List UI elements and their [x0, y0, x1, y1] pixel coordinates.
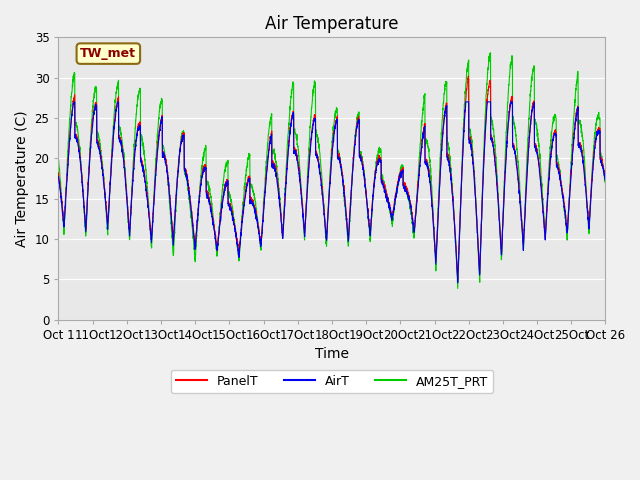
AirT [602, 177, 609, 183]
PanelT [54, 170, 62, 176]
AM25T_PRT [395, 174, 403, 180]
PanelT [207, 204, 215, 210]
AirT [54, 174, 62, 180]
Legend: PanelT, AirT, AM25T_PRT: PanelT, AirT, AM25T_PRT [171, 370, 493, 393]
AM25T_PRT [385, 204, 393, 210]
AirT [70, 99, 78, 105]
Line: AirT: AirT [58, 102, 605, 283]
Line: AM25T_PRT: AM25T_PRT [58, 53, 605, 288]
AirT [385, 204, 393, 210]
Text: TW_met: TW_met [81, 47, 136, 60]
PanelT [385, 201, 393, 207]
Line: PanelT: PanelT [58, 76, 605, 281]
AM25T_PRT [602, 180, 609, 186]
AirT [454, 280, 461, 286]
AM25T_PRT [486, 50, 494, 56]
AM25T_PRT [454, 286, 461, 291]
Y-axis label: Air Temperature (C): Air Temperature (C) [15, 110, 29, 247]
Title: Air Temperature: Air Temperature [265, 15, 399, 33]
AirT [550, 132, 557, 138]
AM25T_PRT [207, 196, 215, 202]
AirT [602, 178, 609, 183]
PanelT [395, 176, 403, 181]
PanelT [602, 175, 609, 180]
AirT [172, 199, 180, 205]
AM25T_PRT [172, 207, 179, 213]
PanelT [465, 73, 472, 79]
PanelT [172, 200, 179, 206]
PanelT [550, 132, 557, 137]
AirT [395, 176, 403, 181]
AM25T_PRT [550, 113, 557, 119]
AM25T_PRT [54, 156, 62, 162]
AM25T_PRT [602, 180, 609, 186]
X-axis label: Time: Time [315, 348, 349, 361]
PanelT [602, 175, 609, 180]
PanelT [454, 278, 461, 284]
AirT [207, 211, 215, 216]
